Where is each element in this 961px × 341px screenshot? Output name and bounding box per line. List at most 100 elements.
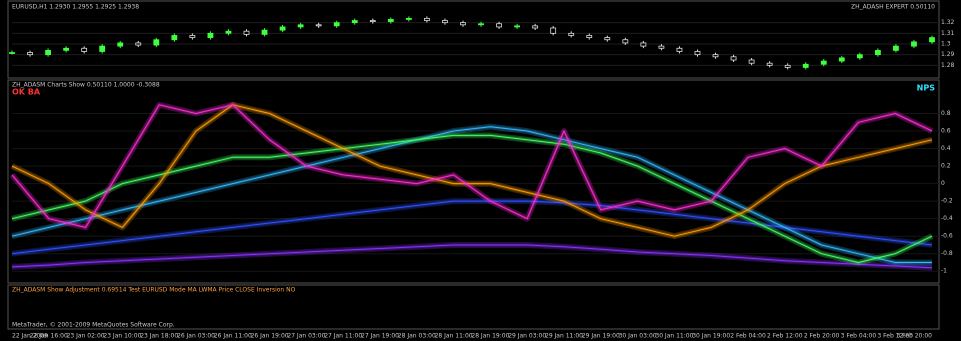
candle xyxy=(351,20,358,24)
candle xyxy=(261,29,268,35)
candle xyxy=(730,56,737,61)
y-tick-label: 1.32 xyxy=(941,19,955,26)
x-tick-label: 30 Jan 11:00 xyxy=(655,333,693,340)
candle xyxy=(369,20,376,22)
candle xyxy=(207,32,214,38)
x-tick-label: 2 Feb 12:00 xyxy=(767,333,803,340)
x-tick-label: 23 Jan 10:00 xyxy=(103,333,141,340)
x-tick-label: 2 Feb 20:00 xyxy=(804,333,840,340)
candle xyxy=(153,39,160,46)
candle xyxy=(478,23,484,26)
x-tick-label: 3 Feb 12:00 xyxy=(877,333,913,340)
y-tick-label: 1.29 xyxy=(941,51,955,58)
indicator-line xyxy=(11,104,933,237)
candle xyxy=(279,26,286,31)
candle xyxy=(676,47,683,52)
x-tick-label: 27 Jan 03:00 xyxy=(287,333,325,340)
candle xyxy=(820,60,827,65)
candle xyxy=(315,24,322,27)
candle xyxy=(424,17,430,21)
candle xyxy=(604,37,611,41)
candle xyxy=(784,64,791,68)
candle xyxy=(333,22,340,27)
y-tick-label: -0.2 xyxy=(941,198,953,205)
candle xyxy=(658,45,665,49)
candle xyxy=(297,24,304,28)
indicator-line xyxy=(11,104,933,228)
indicator-line xyxy=(11,126,932,263)
candle xyxy=(9,52,15,54)
y-tick-label: 0.2 xyxy=(941,163,951,170)
x-tick-label: 3 Feb 20:00 xyxy=(896,333,932,340)
candle xyxy=(586,35,593,39)
y-tick-label: 1.28 xyxy=(941,62,955,69)
y-tick-label: 1.31 xyxy=(941,30,955,37)
candle xyxy=(550,27,557,34)
candle xyxy=(27,52,33,56)
y-tick-label: 0.6 xyxy=(941,128,951,135)
candle xyxy=(81,47,88,52)
y-tick-label: -0.6 xyxy=(941,233,953,240)
candle xyxy=(622,39,629,44)
right-tag: NPS xyxy=(917,84,936,93)
candle xyxy=(640,42,647,47)
candle xyxy=(99,45,106,52)
x-tick-label: 30 Jan 19:00 xyxy=(692,333,730,340)
candle xyxy=(802,63,809,68)
candle xyxy=(243,30,250,35)
candle xyxy=(929,37,935,43)
x-tick-label: 28 Jan 19:00 xyxy=(471,333,509,340)
indicator-label: ZH_ADASM Charts Show 0.50110 1.0000 -0.3… xyxy=(12,82,160,89)
candle xyxy=(766,62,773,66)
indicator-pane xyxy=(7,79,940,284)
y-tick-label: 1.3 xyxy=(941,41,951,48)
candle xyxy=(63,47,70,51)
candle xyxy=(694,51,701,56)
candle xyxy=(45,50,51,56)
candle xyxy=(135,42,142,46)
price-label: EURUSD,H1 1.2930 1.2955 1.2925 1.2938 xyxy=(12,4,139,11)
x-tick-label: 29 Jan 11:00 xyxy=(545,333,583,340)
candle xyxy=(532,25,539,29)
x-tick-label: 26 Jan 03:00 xyxy=(177,333,215,340)
candle xyxy=(387,19,394,23)
y-tick-label: 0.4 xyxy=(941,145,951,152)
x-tick-label: 22 Jan 16:00 xyxy=(30,333,68,340)
y-tick-label: -1 xyxy=(941,268,947,275)
settings-label: ZH_ADASM Show Adjustment 0.69514 Test EU… xyxy=(12,287,296,294)
footer: MetaTrader, © 2001-2009 MetaQuotes Softw… xyxy=(12,322,175,329)
price-pane xyxy=(7,0,940,79)
candle xyxy=(893,45,899,51)
candle xyxy=(712,54,719,58)
x-tick-label: 23 Jan 18:00 xyxy=(140,333,178,340)
y-tick-label: 0 xyxy=(941,180,945,187)
x-tick-label: 27 Jan 19:00 xyxy=(361,333,399,340)
x-tick-label: 28 Jan 03:00 xyxy=(398,333,436,340)
candle xyxy=(442,20,448,24)
expert-label: ZH_ADASH EXPERT 0.50110 xyxy=(851,4,935,11)
candle xyxy=(874,50,881,56)
x-tick-label: 28 Jan 11:00 xyxy=(435,333,473,340)
x-tick-label: 23 Jan 02:00 xyxy=(67,333,105,340)
candle xyxy=(748,59,755,64)
indicator-line xyxy=(11,134,933,263)
candle xyxy=(225,30,232,34)
settings-pane xyxy=(7,284,940,330)
candle xyxy=(856,54,863,59)
x-tick-label: 2 Feb 04:00 xyxy=(730,333,766,340)
candle xyxy=(496,23,502,28)
x-tick-label: 27 Jan 11:00 xyxy=(324,333,362,340)
candle xyxy=(568,32,575,36)
candle xyxy=(514,25,520,28)
x-tick-label: 29 Jan 03:00 xyxy=(508,333,546,340)
indicator-line xyxy=(11,200,933,255)
x-tick-label: 26 Jan 19:00 xyxy=(251,333,289,340)
indicator-line xyxy=(11,244,933,269)
x-tick-label: 22 Jan 2009 xyxy=(12,333,48,340)
candle xyxy=(189,35,196,39)
x-tick-label: 29 Jan 19:00 xyxy=(582,333,620,340)
y-tick-label: -0.4 xyxy=(941,215,953,222)
x-tick-label: 30 Jan 03:00 xyxy=(619,333,657,340)
